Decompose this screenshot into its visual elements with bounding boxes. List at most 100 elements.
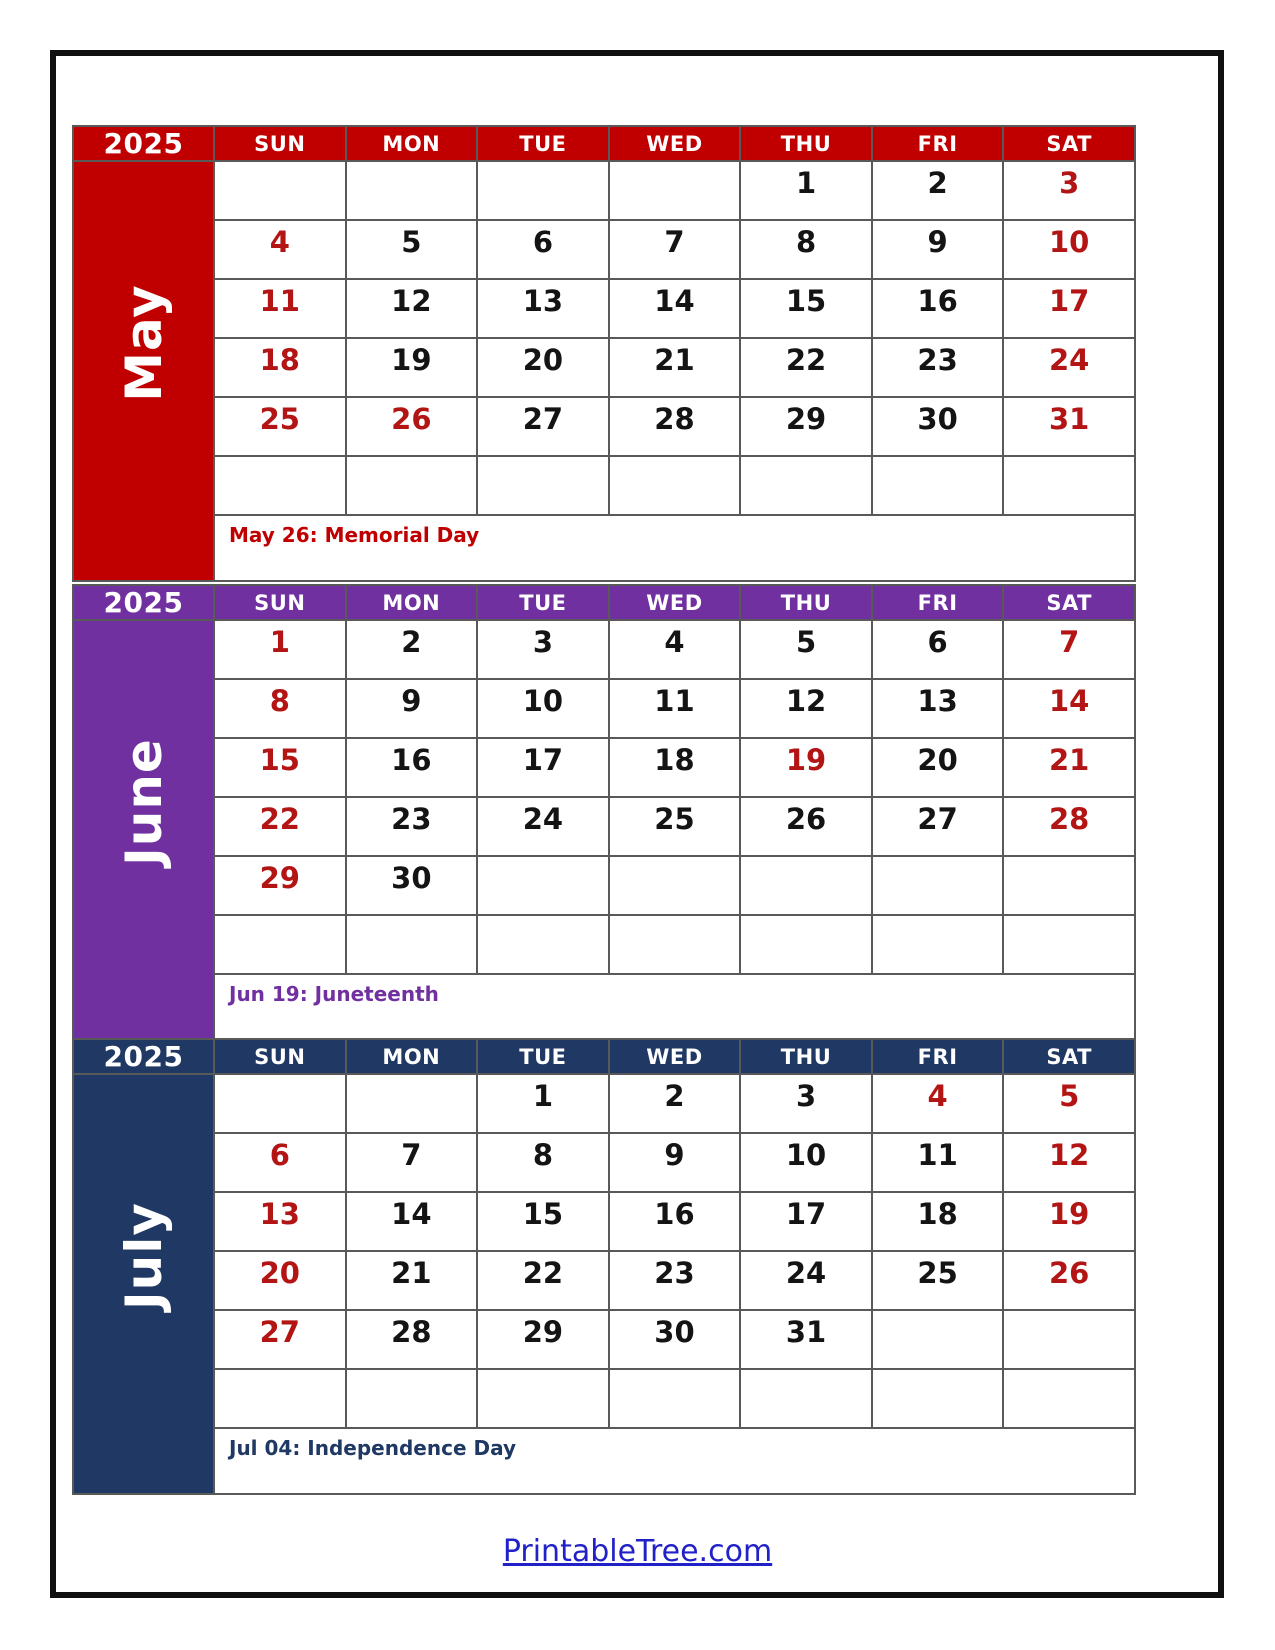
page-border-frame xyxy=(50,50,1224,1598)
date-cell: 25 xyxy=(213,396,347,457)
week-row: 4 5 6 7 8 9 10 xyxy=(73,219,1136,280)
date-cell: 10 xyxy=(1002,219,1136,280)
weekday-header: SUN xyxy=(213,584,347,621)
date-cell: 7 xyxy=(344,1132,479,1193)
date-cell: 16 xyxy=(870,278,1005,339)
date-cell: 28 xyxy=(344,1309,479,1370)
date-cell: 11 xyxy=(870,1132,1005,1193)
weekday-header: SUN xyxy=(213,125,347,162)
empty-date-cell xyxy=(213,1073,347,1134)
empty-date-cell xyxy=(607,914,742,975)
week-row: 20 21 22 23 24 25 26 xyxy=(73,1250,1136,1311)
date-cell: 25 xyxy=(607,796,742,857)
month-name: May xyxy=(114,283,173,402)
date-cell: 6 xyxy=(476,219,610,280)
month-sidebar: July xyxy=(72,1073,215,1495)
weekday-header: WED xyxy=(607,584,742,621)
date-cell: 30 xyxy=(870,396,1005,457)
date-cell: 26 xyxy=(739,796,873,857)
week-row: 15 16 17 18 19 20 21 xyxy=(73,737,1136,798)
date-cell: 13 xyxy=(213,1191,347,1252)
footer-link[interactable]: PrintableTree.com xyxy=(502,1534,773,1569)
empty-date-cell xyxy=(476,914,610,975)
date-cell: 4 xyxy=(870,1073,1005,1134)
date-cell: 2 xyxy=(870,160,1005,221)
empty-date-cell xyxy=(1002,914,1136,975)
empty-date-cell xyxy=(870,1368,1005,1429)
year-label: 2025 xyxy=(72,1038,215,1075)
date-cell: 12 xyxy=(1002,1132,1136,1193)
weekday-header: THU xyxy=(739,125,873,162)
weekday-header: MON xyxy=(344,584,479,621)
date-cell: 8 xyxy=(739,219,873,280)
week-row: 13 14 15 16 17 18 19 xyxy=(73,1191,1136,1252)
date-cell: 25 xyxy=(870,1250,1005,1311)
week-row xyxy=(73,1368,1136,1429)
weekday-header: THU xyxy=(739,1038,873,1075)
date-cell: 12 xyxy=(739,678,873,739)
empty-date-cell xyxy=(476,1368,610,1429)
weekday-header: TUE xyxy=(476,1038,610,1075)
holiday-note: Jun 19: Juneteenth xyxy=(213,973,1136,1041)
empty-date-cell xyxy=(739,455,873,516)
date-cell: 16 xyxy=(607,1191,742,1252)
date-cell: 1 xyxy=(739,160,873,221)
empty-date-cell xyxy=(1002,855,1136,916)
weekday-header: THU xyxy=(739,584,873,621)
week-row: 18 19 20 21 22 23 24 xyxy=(73,337,1136,398)
empty-date-cell xyxy=(739,1368,873,1429)
date-cell: 10 xyxy=(739,1132,873,1193)
date-cell: 27 xyxy=(476,396,610,457)
date-cell: 1 xyxy=(476,1073,610,1134)
week-row: 6 7 8 9 10 11 12 xyxy=(73,1132,1136,1193)
date-cell: 26 xyxy=(1002,1250,1136,1311)
empty-date-cell xyxy=(344,160,479,221)
date-cell: 28 xyxy=(607,396,742,457)
date-cell: 14 xyxy=(344,1191,479,1252)
date-cell: 7 xyxy=(1002,619,1136,680)
empty-date-cell xyxy=(1002,1368,1136,1429)
date-cell: 13 xyxy=(870,678,1005,739)
date-cell: 29 xyxy=(739,396,873,457)
empty-date-cell xyxy=(739,855,873,916)
empty-date-cell xyxy=(607,160,742,221)
date-cell: 20 xyxy=(476,337,610,398)
date-cell: 24 xyxy=(1002,337,1136,398)
date-cell: 5 xyxy=(1002,1073,1136,1134)
date-cell: 23 xyxy=(344,796,479,857)
date-cell: 3 xyxy=(739,1073,873,1134)
date-cell: 10 xyxy=(476,678,610,739)
date-cell: 20 xyxy=(870,737,1005,798)
date-cell: 22 xyxy=(213,796,347,857)
date-cell: 2 xyxy=(607,1073,742,1134)
date-cell: 19 xyxy=(344,337,479,398)
week-row: July 1 2 3 4 5 xyxy=(72,1073,1136,1495)
month-sidebar: June xyxy=(72,619,215,1041)
holiday-note: May 26: Memorial Day xyxy=(213,514,1136,582)
weekday-header: MON xyxy=(344,125,479,162)
date-cell: 27 xyxy=(213,1309,347,1370)
empty-date-cell xyxy=(344,1073,479,1134)
date-cell: 3 xyxy=(476,619,610,680)
week-row xyxy=(73,914,1136,975)
date-cell: 16 xyxy=(344,737,479,798)
week-row: 27 28 29 30 31 xyxy=(73,1309,1136,1370)
empty-date-cell xyxy=(344,914,479,975)
date-cell: 20 xyxy=(213,1250,347,1311)
weekday-header: TUE xyxy=(476,125,610,162)
date-cell: 5 xyxy=(344,219,479,280)
week-row: May 1 2 3 xyxy=(72,160,1136,582)
date-cell: 18 xyxy=(870,1191,1005,1252)
date-cell: 3 xyxy=(1002,160,1136,221)
empty-date-cell xyxy=(344,455,479,516)
empty-date-cell xyxy=(870,1309,1005,1370)
date-cell: 11 xyxy=(607,678,742,739)
month-name: June xyxy=(114,737,173,866)
date-cell: 9 xyxy=(344,678,479,739)
calendar-may-2025: 2025 SUN MON TUE WED THU FRI SAT May 1 2 3 4 5 6 7 8 9 1… xyxy=(72,125,1136,582)
year-label: 2025 xyxy=(72,584,215,621)
date-cell: 21 xyxy=(607,337,742,398)
weekday-header: SAT xyxy=(1002,584,1136,621)
date-cell: 4 xyxy=(213,219,347,280)
week-row: June 1 2 3 4 5 6 7 xyxy=(72,619,1136,1041)
